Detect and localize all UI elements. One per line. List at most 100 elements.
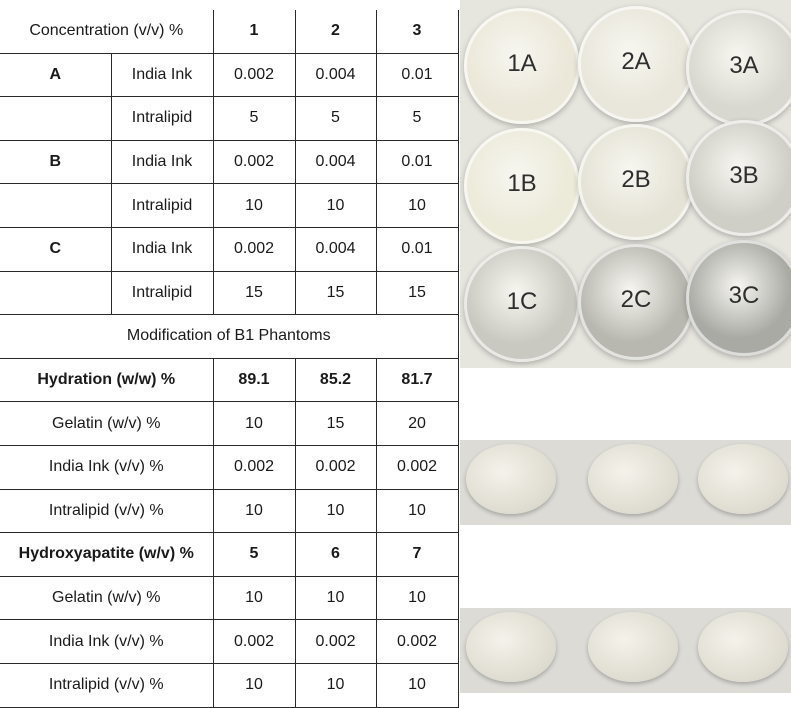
group-a-ink-name: India Ink bbox=[110, 52, 214, 98]
table-cell: 0.004 bbox=[294, 52, 377, 98]
table-cell: 81.7 bbox=[375, 357, 459, 403]
table-cell: 0.002 bbox=[212, 619, 296, 664]
table-cell: 10 bbox=[212, 488, 296, 534]
table-cell: 89.1 bbox=[212, 357, 296, 403]
table-cell: 0.002 bbox=[375, 619, 459, 664]
hydration-header-row: Hydration (w/w) % 89.1 85.2 81.7 bbox=[0, 357, 459, 403]
group-c-ink-name: India Ink bbox=[110, 226, 214, 272]
table-cell: 10 bbox=[375, 662, 459, 708]
table-cell-empty bbox=[0, 270, 112, 316]
modification-title: Modification of B1 Phantoms bbox=[0, 314, 459, 359]
table-cell: 0.002 bbox=[294, 444, 377, 490]
table-cell: 10 bbox=[294, 662, 377, 708]
disc-label: 3C bbox=[728, 282, 760, 309]
table-cell: 10 bbox=[212, 575, 296, 621]
phantom-composition-table: Concentration (v/v) % 1 2 3 A India Ink … bbox=[0, 10, 459, 708]
disc-1a: 1A bbox=[464, 8, 580, 124]
table-cell: 0.002 bbox=[212, 226, 296, 272]
table-cell: 20 bbox=[375, 401, 459, 446]
row-label: India Ink (v/v) % bbox=[0, 619, 214, 664]
disc-label: 2B bbox=[621, 166, 651, 193]
disc-1b: 1B bbox=[464, 128, 580, 244]
disc-3c: 3C bbox=[686, 240, 791, 356]
cylinder bbox=[588, 612, 678, 682]
table-cell: 5 bbox=[212, 532, 296, 577]
disc-3b: 3B bbox=[686, 120, 791, 236]
disc-label: 1B bbox=[507, 170, 537, 197]
disc-label: 3B bbox=[729, 162, 759, 189]
table-row: Intralipid (v/v) % 10 10 10 bbox=[0, 662, 459, 708]
row-label: India Ink (v/v) % bbox=[0, 444, 214, 490]
table-cell: 10 bbox=[375, 183, 459, 228]
table-row: Gelatin (w/v) % 10 10 10 bbox=[0, 575, 459, 621]
table-cell: 15 bbox=[375, 270, 459, 316]
table-header-row: Concentration (v/v) % 1 2 3 bbox=[0, 10, 459, 54]
table-cell: 10 bbox=[294, 488, 377, 534]
table-cell: 15 bbox=[294, 401, 377, 446]
disc-2b: 2B bbox=[578, 124, 694, 240]
header-concentration: Concentration (v/v) % bbox=[0, 10, 214, 54]
phantom-discs-photo: 1A 2A 3A 1B 2B 3B 1C 2C 3C bbox=[460, 0, 791, 368]
table-cell: 10 bbox=[212, 662, 296, 708]
table-cell: 0.002 bbox=[212, 444, 296, 490]
table-row: India Ink (v/v) % 0.002 0.002 0.002 bbox=[0, 444, 459, 490]
cylinder bbox=[466, 444, 556, 514]
row-label: Intralipid (v/v) % bbox=[0, 662, 214, 708]
table-cell-empty bbox=[0, 183, 112, 228]
table-row: B India Ink 0.002 0.004 0.01 bbox=[0, 139, 459, 185]
hydroxyapatite-label: Hydroxyapatite (w/v) % bbox=[0, 532, 214, 577]
group-b-label: B bbox=[0, 139, 112, 185]
header-col-3: 3 bbox=[375, 10, 459, 54]
disc-label: 2C bbox=[620, 286, 652, 313]
table-cell: 15 bbox=[294, 270, 377, 316]
table-row: Gelatin (w/v) % 10 15 20 bbox=[0, 401, 459, 446]
disc-label: 1C bbox=[506, 288, 538, 315]
table-cell-empty bbox=[0, 96, 112, 141]
table-cell: 5 bbox=[375, 96, 459, 141]
group-a-label: A bbox=[0, 52, 112, 98]
table-row: Intralipid (v/v) % 10 10 10 bbox=[0, 488, 459, 534]
table-cell: 0.002 bbox=[212, 139, 296, 185]
row-label: Gelatin (w/v) % bbox=[0, 401, 214, 446]
disc-1c: 1C bbox=[464, 246, 580, 362]
table-cell: 10 bbox=[212, 183, 296, 228]
group-c-label: C bbox=[0, 226, 112, 272]
group-b-lipid-name: Intralipid bbox=[110, 183, 214, 228]
table-row: Intralipid 10 10 10 bbox=[0, 183, 459, 228]
table-cell: 10 bbox=[294, 183, 377, 228]
cylinder bbox=[698, 612, 788, 682]
table-cell: 0.01 bbox=[375, 139, 459, 185]
disc-2a: 2A bbox=[578, 6, 694, 122]
table-cell: 5 bbox=[294, 96, 377, 141]
table-cell: 15 bbox=[212, 270, 296, 316]
table-cell: 10 bbox=[294, 575, 377, 621]
table-cell: 0.002 bbox=[294, 619, 377, 664]
table-cell: 0.01 bbox=[375, 52, 459, 98]
group-a-lipid-name: Intralipid bbox=[110, 96, 214, 141]
table-cell: 0.004 bbox=[294, 139, 377, 185]
table-row: India Ink (v/v) % 0.002 0.002 0.002 bbox=[0, 619, 459, 664]
disc-label: 3A bbox=[729, 52, 759, 79]
hydroxyapatite-cylinders-photo bbox=[460, 608, 791, 693]
hydration-label: Hydration (w/w) % bbox=[0, 357, 214, 403]
modification-title-row: Modification of B1 Phantoms bbox=[0, 314, 459, 359]
table-row: Intralipid 15 15 15 bbox=[0, 270, 459, 316]
group-b-ink-name: India Ink bbox=[110, 139, 214, 185]
table-cell: 85.2 bbox=[294, 357, 377, 403]
cylinder bbox=[466, 612, 556, 682]
cylinder bbox=[588, 444, 678, 514]
table-cell: 0.01 bbox=[375, 226, 459, 272]
table-cell: 10 bbox=[375, 488, 459, 534]
disc-label: 2A bbox=[621, 48, 651, 75]
hydration-cylinders-photo bbox=[460, 440, 791, 525]
table-cell: 0.002 bbox=[212, 52, 296, 98]
row-label: Gelatin (w/v) % bbox=[0, 575, 214, 621]
table-cell: 0.004 bbox=[294, 226, 377, 272]
table-cell: 0.002 bbox=[375, 444, 459, 490]
table-cell: 5 bbox=[212, 96, 296, 141]
disc-label: 1A bbox=[507, 50, 537, 77]
hydroxyapatite-header-row: Hydroxyapatite (w/v) % 5 6 7 bbox=[0, 532, 459, 577]
cylinder bbox=[698, 444, 788, 514]
row-label: Intralipid (v/v) % bbox=[0, 488, 214, 534]
header-col-1: 1 bbox=[212, 10, 296, 54]
